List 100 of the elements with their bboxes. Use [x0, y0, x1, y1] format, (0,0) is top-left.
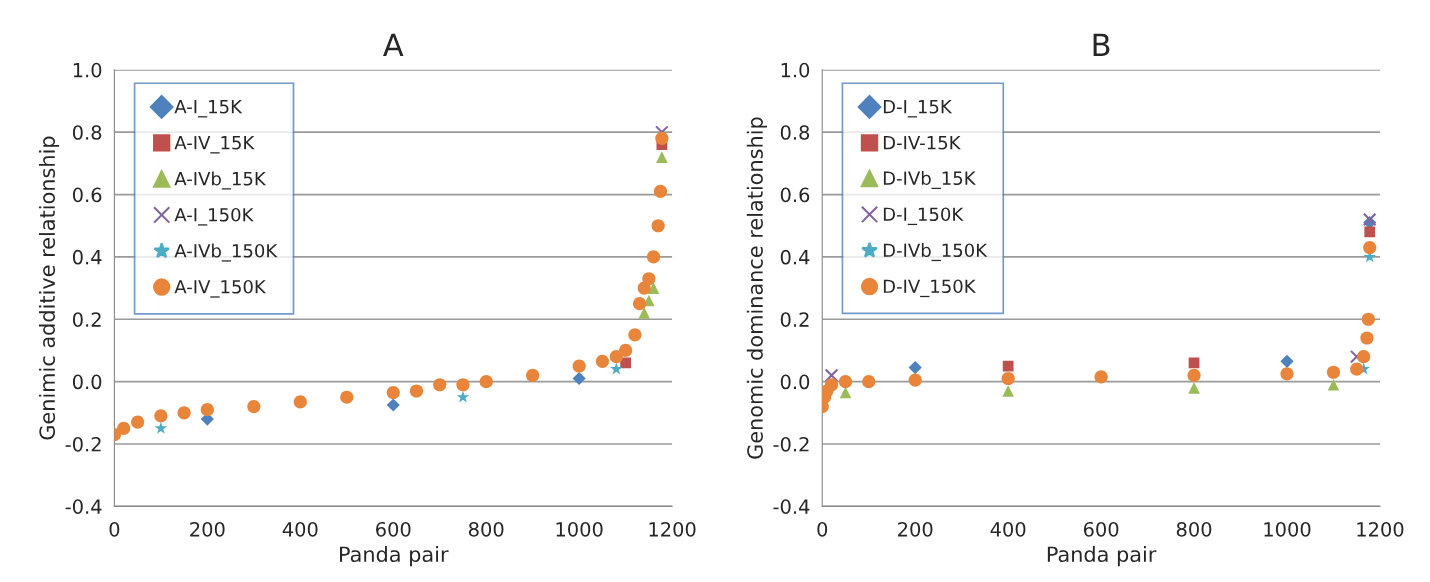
y-tick-label: 1.0 — [73, 62, 102, 78]
legend-label: D-IV-15K — [883, 136, 961, 150]
point — [572, 359, 586, 373]
point — [1280, 354, 1294, 368]
point — [1327, 378, 1340, 391]
point — [409, 384, 424, 398]
point — [647, 282, 660, 294]
point — [386, 385, 400, 400]
point — [456, 378, 470, 392]
legend-label: A-IVb_150K — [174, 243, 278, 262]
point — [1350, 362, 1364, 376]
legend-label: A-I_15K — [174, 100, 243, 118]
y-tick-label: -0.2 — [773, 436, 809, 452]
point — [572, 371, 586, 386]
x-tick-label: 0 — [109, 521, 120, 537]
y-tick-label: 0.0 — [72, 374, 102, 390]
point — [131, 415, 145, 429]
point — [619, 343, 633, 358]
point — [653, 184, 668, 199]
chart-title: B — [1093, 33, 1110, 56]
y-tick-label: 0.8 — [72, 125, 102, 140]
y-tick-label: 0.2 — [780, 312, 809, 327]
legend-label: D-I_150K — [883, 207, 964, 226]
point — [1360, 331, 1374, 345]
point — [293, 395, 307, 409]
point — [154, 409, 168, 423]
point — [642, 272, 656, 286]
chart-title: A — [383, 33, 404, 56]
x-tick-label: 1200 — [649, 521, 696, 537]
x-tick-label: 400 — [282, 521, 318, 537]
y-tick-label: 0.4 — [780, 249, 810, 265]
point — [838, 375, 853, 389]
legend-label: D-IVb_150K — [883, 243, 988, 262]
legend-label: A-IV_150K — [174, 279, 267, 298]
point — [595, 354, 609, 368]
point — [1326, 365, 1341, 379]
point — [177, 406, 191, 420]
point — [908, 373, 922, 387]
y-tick-label: -0.2 — [65, 436, 101, 452]
x-tick-label: 200 — [190, 521, 225, 537]
legend-label: D-IVb_15K — [883, 171, 976, 190]
point — [824, 378, 839, 392]
point — [1002, 360, 1014, 372]
y-tick-label: 0.4 — [72, 249, 102, 265]
y-tick-label: 0.6 — [72, 187, 102, 203]
point — [479, 375, 493, 389]
x-tick-label: 800 — [468, 521, 504, 537]
point — [646, 250, 661, 264]
legend-label: D-I_15K — [883, 100, 953, 118]
point — [386, 398, 400, 412]
x-tick-label: 200 — [898, 521, 933, 537]
point — [117, 421, 131, 435]
y-tick-label: -0.4 — [773, 499, 810, 514]
legend-label: A-IV_15K — [174, 136, 255, 154]
y-tick-label: 0.0 — [780, 374, 810, 390]
point — [609, 350, 623, 364]
x-tick-label: 400 — [990, 521, 1026, 537]
point — [1280, 367, 1294, 381]
point — [638, 307, 651, 319]
point — [824, 368, 839, 383]
y-tick-label: 0.8 — [780, 125, 810, 140]
point — [628, 328, 642, 342]
x-tick-label: 0 — [817, 521, 828, 537]
point — [1362, 212, 1377, 227]
point — [651, 219, 665, 233]
legend-label: D-IV_150K — [883, 279, 976, 298]
point — [862, 375, 876, 389]
point — [1002, 385, 1014, 397]
y-tick-label: 0.6 — [780, 187, 810, 203]
point — [200, 403, 214, 417]
point — [610, 362, 623, 375]
point — [1187, 368, 1201, 382]
point — [154, 421, 168, 434]
x-tick-label: 600 — [1083, 521, 1119, 537]
point — [1364, 226, 1376, 238]
x-axis-title: Panda pair — [1047, 545, 1157, 567]
point — [655, 131, 669, 146]
point — [1188, 382, 1200, 394]
x-tick-label: 1200 — [1357, 521, 1404, 537]
y-axis-title: Genimic additive relationship — [38, 136, 60, 440]
point — [456, 390, 470, 403]
y-axis-title: Genomic dominance relationship — [746, 117, 767, 459]
point — [1349, 349, 1364, 364]
point — [247, 399, 261, 414]
x-tick-label: 1000 — [556, 521, 603, 537]
x-tick-label: 600 — [376, 521, 411, 537]
point — [1357, 350, 1371, 364]
x-axis-title: Panda pair — [340, 545, 449, 567]
point — [1361, 312, 1375, 326]
x-tick-label: 1000 — [1264, 521, 1311, 537]
x-tick-label: 800 — [1176, 521, 1212, 537]
y-tick-label: 1.0 — [781, 62, 810, 78]
point — [1363, 240, 1377, 255]
point — [632, 297, 647, 311]
point — [1001, 371, 1015, 386]
legend-label: A-I_150K — [174, 207, 254, 226]
legend-label: A-IVb_15K — [174, 171, 267, 190]
point — [433, 378, 447, 392]
point — [526, 368, 540, 382]
point — [1094, 370, 1108, 384]
